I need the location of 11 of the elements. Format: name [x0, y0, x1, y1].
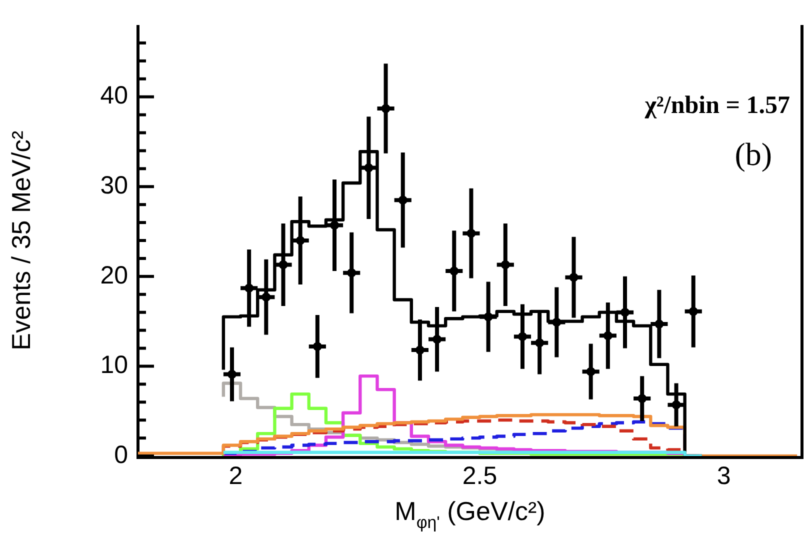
annotation: χ²/nbin = 1.57 [644, 92, 790, 119]
x-tick-label: 2 [228, 462, 243, 490]
y-tick-label: 0 [114, 440, 128, 469]
y-tick-label: 40 [100, 82, 128, 110]
y-axis-title: Events / 35 MeV/c² [6, 130, 36, 350]
x-tick-label: 3 [716, 462, 731, 490]
x-tick-label: 2.5 [462, 462, 498, 490]
annotation: (b) [734, 136, 772, 172]
y-tick-label: 30 [100, 172, 128, 200]
y-tick-label: 10 [100, 351, 128, 380]
y-tick-label: 20 [100, 261, 128, 290]
